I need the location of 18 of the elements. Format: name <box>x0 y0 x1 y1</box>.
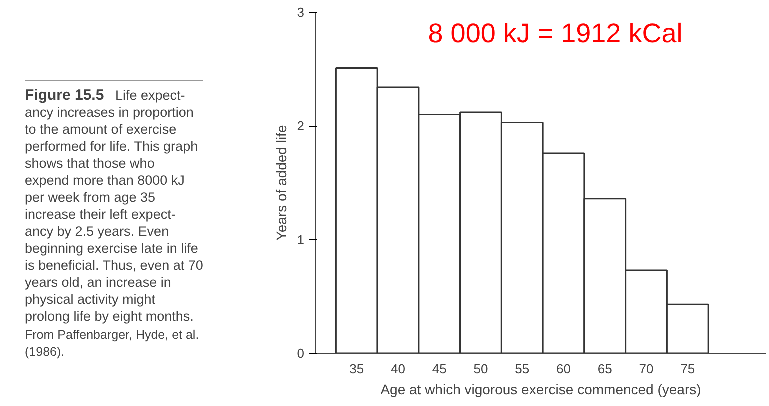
x-tick-label: 70 <box>639 362 654 376</box>
y-tick-label: 2 <box>297 118 305 134</box>
y-tick-label: 3 <box>297 5 305 20</box>
x-tick-label: 45 <box>432 362 447 376</box>
x-tick-label: 35 <box>350 362 364 376</box>
x-tick-label: 55 <box>515 362 530 376</box>
x-tick-label: 65 <box>598 362 612 376</box>
x-tick-label: 60 <box>556 362 571 376</box>
y-tick-label: 0 <box>297 346 305 361</box>
x-tick-label: 40 <box>391 362 406 376</box>
y-axis-title: Years of added life <box>273 125 290 241</box>
y-tick-label: 1 <box>297 232 305 248</box>
caption: Figure 15.5 <box>25 87 104 104</box>
x-tick-label: 50 <box>474 362 488 376</box>
x-axis-title: Age at which vigorous exercise commenced (years) <box>380 382 702 398</box>
annotation: 8 000 kJ = 1912 kCal <box>428 18 683 48</box>
x-tick-label: 75 <box>680 362 696 376</box>
text: From Paffenbarger, Hyde, et al. (1986). <box>25 327 200 361</box>
